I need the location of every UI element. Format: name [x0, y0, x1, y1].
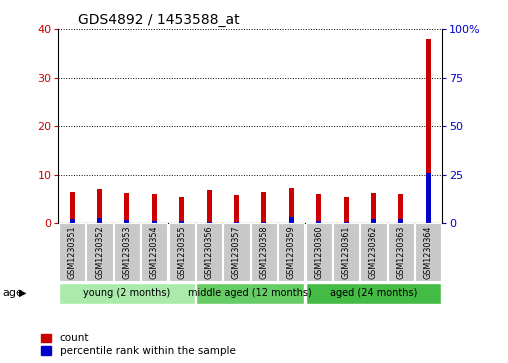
Text: GSM1230363: GSM1230363	[396, 225, 405, 279]
Bar	[305, 282, 441, 304]
Bar	[305, 223, 332, 281]
Text: GSM1230358: GSM1230358	[260, 225, 268, 279]
Text: GSM1230352: GSM1230352	[95, 225, 104, 279]
Text: GSM1230353: GSM1230353	[122, 225, 132, 279]
Bar	[360, 223, 387, 281]
Bar	[141, 223, 168, 281]
Bar	[262, 192, 266, 223]
Bar	[289, 217, 294, 223]
Bar	[398, 194, 403, 223]
Bar	[152, 194, 157, 223]
Bar	[59, 282, 195, 304]
Bar	[207, 222, 211, 223]
Bar	[343, 222, 348, 223]
Bar	[251, 223, 277, 281]
Text: GSM1230364: GSM1230364	[424, 225, 433, 279]
Text: aged (24 months): aged (24 months)	[330, 288, 417, 298]
Text: GSM1230354: GSM1230354	[150, 225, 159, 279]
Bar	[234, 195, 239, 223]
Bar	[124, 220, 130, 223]
Text: GSM1230360: GSM1230360	[314, 225, 323, 279]
Bar	[333, 223, 359, 281]
Bar	[124, 193, 130, 223]
Bar	[179, 221, 184, 223]
Bar	[371, 219, 376, 223]
Text: middle aged (12 months): middle aged (12 months)	[188, 288, 312, 298]
Text: age: age	[3, 288, 23, 298]
Bar	[169, 223, 195, 281]
Bar	[59, 223, 85, 281]
Bar	[207, 190, 211, 223]
Bar	[86, 223, 113, 281]
Bar	[224, 223, 249, 281]
Text: GSM1230361: GSM1230361	[341, 225, 351, 279]
Bar	[398, 219, 403, 223]
Bar	[388, 223, 414, 281]
Bar	[371, 193, 376, 223]
Bar	[179, 196, 184, 223]
Text: GSM1230356: GSM1230356	[205, 225, 213, 279]
Bar	[343, 196, 348, 223]
Bar	[426, 39, 431, 223]
Bar	[316, 221, 321, 223]
Text: GDS4892 / 1453588_at: GDS4892 / 1453588_at	[78, 13, 239, 26]
Text: young (2 months): young (2 months)	[83, 288, 171, 298]
Text: GSM1230362: GSM1230362	[369, 225, 378, 279]
Bar	[278, 223, 304, 281]
Bar	[152, 221, 157, 223]
Bar	[289, 188, 294, 223]
Bar	[196, 223, 222, 281]
Bar	[97, 219, 102, 223]
Bar	[114, 223, 140, 281]
Bar	[97, 189, 102, 223]
Bar	[262, 222, 266, 223]
Text: GSM1230355: GSM1230355	[177, 225, 186, 279]
Bar	[426, 173, 431, 223]
Bar	[415, 223, 441, 281]
Text: GSM1230351: GSM1230351	[68, 225, 77, 279]
Text: ▶: ▶	[19, 288, 27, 298]
Legend: count, percentile rank within the sample: count, percentile rank within the sample	[41, 333, 235, 356]
Text: GSM1230359: GSM1230359	[287, 225, 296, 279]
Bar	[234, 222, 239, 223]
Bar	[70, 219, 75, 223]
Bar	[70, 192, 75, 223]
Bar	[316, 194, 321, 223]
Text: GSM1230357: GSM1230357	[232, 225, 241, 279]
Bar	[196, 282, 304, 304]
